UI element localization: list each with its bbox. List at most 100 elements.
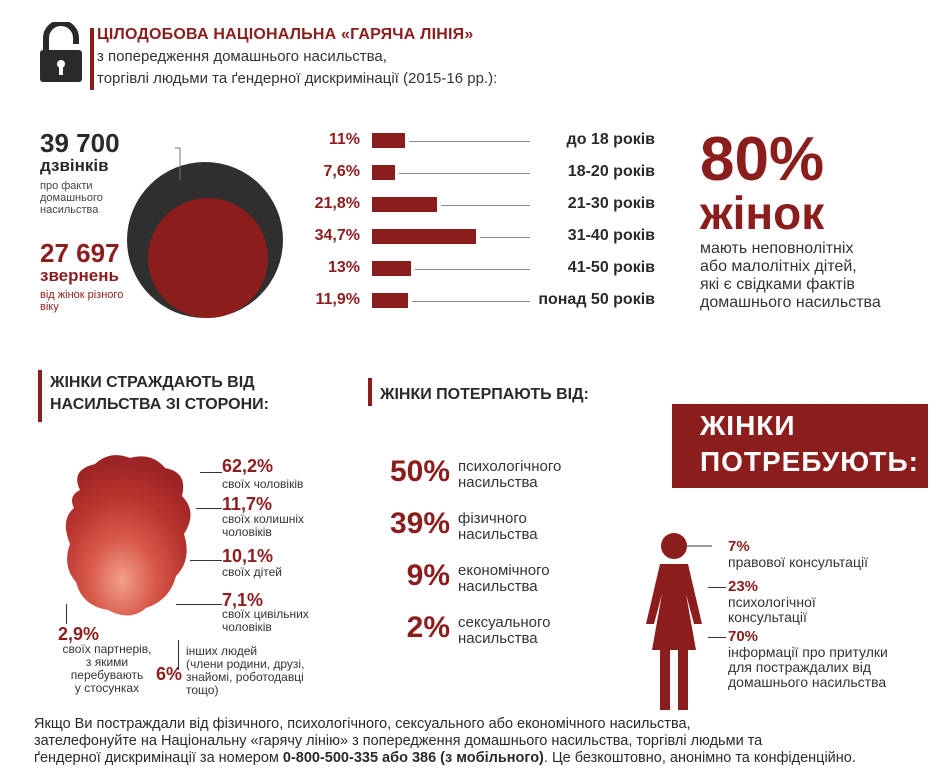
abuser-label: своїх дітей xyxy=(222,565,282,579)
violence-label: насильства xyxy=(458,578,538,595)
age-percent-label: 11,9% xyxy=(315,291,360,308)
need-label: домашнього насильства xyxy=(728,674,887,690)
footer-line-3: ґендерної дискримінації за номером 0-800… xyxy=(34,750,856,766)
page-subtitle-line-1: з попередження домашнього насильства, xyxy=(97,48,387,65)
abuser-percent: 6% xyxy=(156,664,183,684)
violence-percent: 50% xyxy=(390,455,451,488)
need-percent: 7% xyxy=(728,538,750,555)
abuser-label: у стосунках xyxy=(74,681,140,695)
abuser-percent: 10,1% xyxy=(222,546,274,566)
leader-line xyxy=(190,560,222,561)
age-leader-line xyxy=(415,269,530,270)
abuser-label: тощо) xyxy=(186,683,219,697)
calls-number: 39 700 xyxy=(40,128,120,158)
abuser-label: своїх колишніх xyxy=(222,512,305,526)
footer-text: . Це безкоштовно, анонімно та конфіденці… xyxy=(543,750,856,766)
need-label: правової консультації xyxy=(728,554,868,570)
needs-title-line-2: ПОТРЕБУЮТЬ: xyxy=(700,446,919,477)
violence-percent: 39% xyxy=(390,507,451,540)
age-percent-label: 11% xyxy=(328,131,360,148)
violence-percent: 9% xyxy=(406,559,450,592)
need-percent: 23% xyxy=(728,578,759,595)
appeals-description: від жінок різного віку xyxy=(40,289,124,313)
violence-label: насильства xyxy=(458,526,538,543)
age-group-label: 41-50 років xyxy=(567,259,655,276)
age-leader-line xyxy=(441,205,530,206)
age-bar xyxy=(372,165,395,180)
calls-description: про факти домашнього насильства xyxy=(40,180,103,216)
hotline-number[interactable]: 0-800-500-335 або 386 (з мобільного) xyxy=(282,750,544,766)
abuser-label: з якими xyxy=(85,655,129,669)
age-group-label: 18-20 років xyxy=(567,163,655,180)
age-bar xyxy=(372,293,408,308)
abuser-percent: 7,1% xyxy=(222,590,264,610)
title-line: НАСИЛЬСТВА ЗІ СТОРОНИ: xyxy=(50,396,269,413)
header-accent-bar xyxy=(90,28,94,90)
appeals-label: звернень xyxy=(40,266,119,285)
footer-line-2: зателефонуйте на Національну «гарячу лін… xyxy=(34,733,763,749)
calls-label: дзвінків xyxy=(40,156,109,175)
need-label: інформації про притулки xyxy=(728,644,888,660)
age-group-label: понад 50 років xyxy=(538,291,655,308)
violence-percent: 2% xyxy=(406,611,450,644)
violence-label: фізичного xyxy=(458,510,527,527)
leader-line xyxy=(178,640,179,670)
violence-label: сексуального xyxy=(458,614,551,631)
footer-text: ґендерної дискримінації за номером xyxy=(34,750,283,766)
children-witness-women: жінок xyxy=(700,187,825,239)
abuser-label: (члени родини, друзі, xyxy=(186,657,305,671)
abuser-percent: 11,7% xyxy=(222,494,273,514)
page-subtitle-line-2: торгівлі людьми та ґендерної дискримінац… xyxy=(97,70,498,87)
age-group-label: 31-40 років xyxy=(567,227,655,244)
abuser-label: своїх чоловіків xyxy=(222,477,304,491)
violence-accent-bar xyxy=(368,378,372,406)
abuser-label: перебувають xyxy=(70,668,144,682)
appeals-circle xyxy=(148,198,268,318)
footer-line-1: Якщо Ви постраждали від фізичного, психо… xyxy=(34,716,691,732)
abuser-percent: 62,2% xyxy=(222,456,274,476)
age-group-label: до 18 років xyxy=(566,131,655,148)
leader-line xyxy=(708,587,726,588)
age-percent-label: 13% xyxy=(327,259,360,276)
age-percent-label: 34,7% xyxy=(314,227,360,244)
abuser-percent: 2,9% xyxy=(58,624,100,644)
leader-line xyxy=(196,508,222,509)
leader-line xyxy=(66,604,67,624)
abuser-label: чоловіків xyxy=(222,525,272,539)
age-leader-line xyxy=(409,141,530,142)
age-bar xyxy=(372,133,405,148)
need-label: консультації xyxy=(728,609,807,625)
age-bar xyxy=(372,229,476,244)
abuser-label: своїх партнерів, xyxy=(62,642,152,656)
leader-line xyxy=(176,604,222,605)
age-percent-label: 21,8% xyxy=(314,195,360,212)
age-bar xyxy=(372,261,411,276)
needs-title-line-1: ЖІНКИ xyxy=(700,410,796,441)
children-witness-description: мають неповнолітніх або малолітніх дітей… xyxy=(700,240,930,312)
abuser-label: чоловіків xyxy=(222,620,272,634)
appeals-number: 27 697 xyxy=(40,238,120,268)
desc-line: або малолітніх дітей, xyxy=(700,258,857,275)
abuser-label: знайомі, роботодавці xyxy=(186,670,304,684)
children-witness-percent: 80% xyxy=(700,125,825,194)
need-label: психологічної xyxy=(728,594,816,610)
needs-title-box xyxy=(672,404,928,488)
padlock-icon xyxy=(40,22,82,82)
age-leader-line xyxy=(412,301,530,302)
calls-circles-graphic xyxy=(127,147,283,318)
title-line: ЖІНКИ СТРАЖДАЮТЬ ВІД xyxy=(50,374,255,391)
abuser-label: своїх цивільних xyxy=(222,607,309,621)
age-group-label: 21-30 років xyxy=(567,195,655,212)
violence-label: психологічного xyxy=(458,458,562,475)
abusers-accent-bar xyxy=(38,370,42,422)
desc-line: мають неповнолітніх xyxy=(700,240,854,257)
leader-line xyxy=(200,472,222,473)
violence-label: насильства xyxy=(458,474,538,491)
abuser-label: інших людей xyxy=(186,644,258,658)
leader-line xyxy=(708,637,726,638)
age-leader-line xyxy=(480,237,530,238)
need-percent: 70% xyxy=(728,628,759,645)
age-leader-line xyxy=(399,173,530,174)
violence-label: насильства xyxy=(458,630,538,647)
abusers-blob-graphic xyxy=(65,455,191,616)
